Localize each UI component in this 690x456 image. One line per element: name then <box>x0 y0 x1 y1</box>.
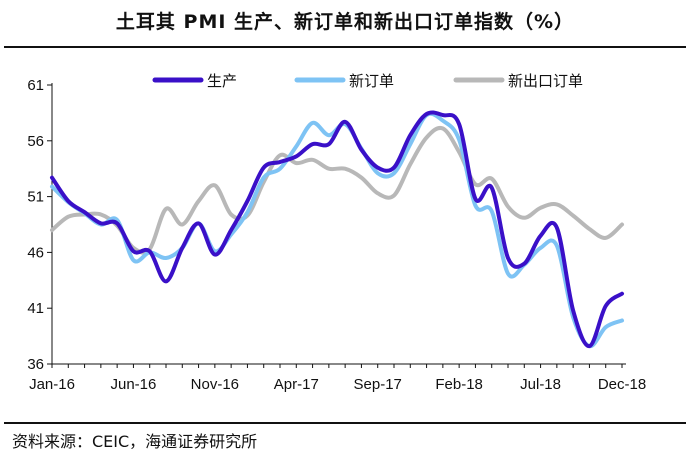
y-tick-label: 56 <box>27 133 44 150</box>
x-tick-label: Apr-17 <box>274 376 319 393</box>
line-chart: 36 41 46 51 56 61 Jan-16 Jun-16 Nov-16 Apr-17 Sep-… <box>27 72 646 393</box>
chart-series <box>50 110 624 349</box>
y-tick-label: 41 <box>27 300 44 317</box>
y-tick-label: 36 <box>27 356 44 373</box>
x-tick-label: Jul-18 <box>520 376 561 393</box>
title-divider <box>4 46 686 48</box>
x-tick-label: Jan-16 <box>29 376 75 393</box>
y-tick-label: 46 <box>27 244 44 261</box>
source-divider <box>4 422 686 424</box>
y-tick-label: 61 <box>27 77 44 94</box>
x-tick-label: Sep-17 <box>354 376 402 393</box>
legend-label: 新出口订单 <box>508 72 583 90</box>
y-tick-label: 51 <box>27 189 44 206</box>
legend-label: 新订单 <box>349 72 394 90</box>
x-tick-label: Feb-18 <box>435 376 483 393</box>
chart-title: 土耳其 PMI 生产、新订单和新出口订单指数（%） <box>115 11 575 33</box>
series-line-1 <box>50 110 624 349</box>
x-tick-label: Dec-18 <box>598 376 646 393</box>
source-note: 资料来源：CEIC，海通证券研究所 <box>12 432 258 451</box>
chart-legend: 生产 新订单 新出口订单 <box>152 72 583 90</box>
legend-label: 生产 <box>207 72 237 90</box>
chart-axes: 36 41 46 51 56 61 Jan-16 Jun-16 Nov-16 Apr-17 Sep-… <box>27 77 646 393</box>
x-tick-label: Jun-16 <box>110 376 156 393</box>
series-line-3 <box>50 125 624 255</box>
x-tick-label: Nov-16 <box>191 376 239 393</box>
series-line-2 <box>50 111 624 349</box>
